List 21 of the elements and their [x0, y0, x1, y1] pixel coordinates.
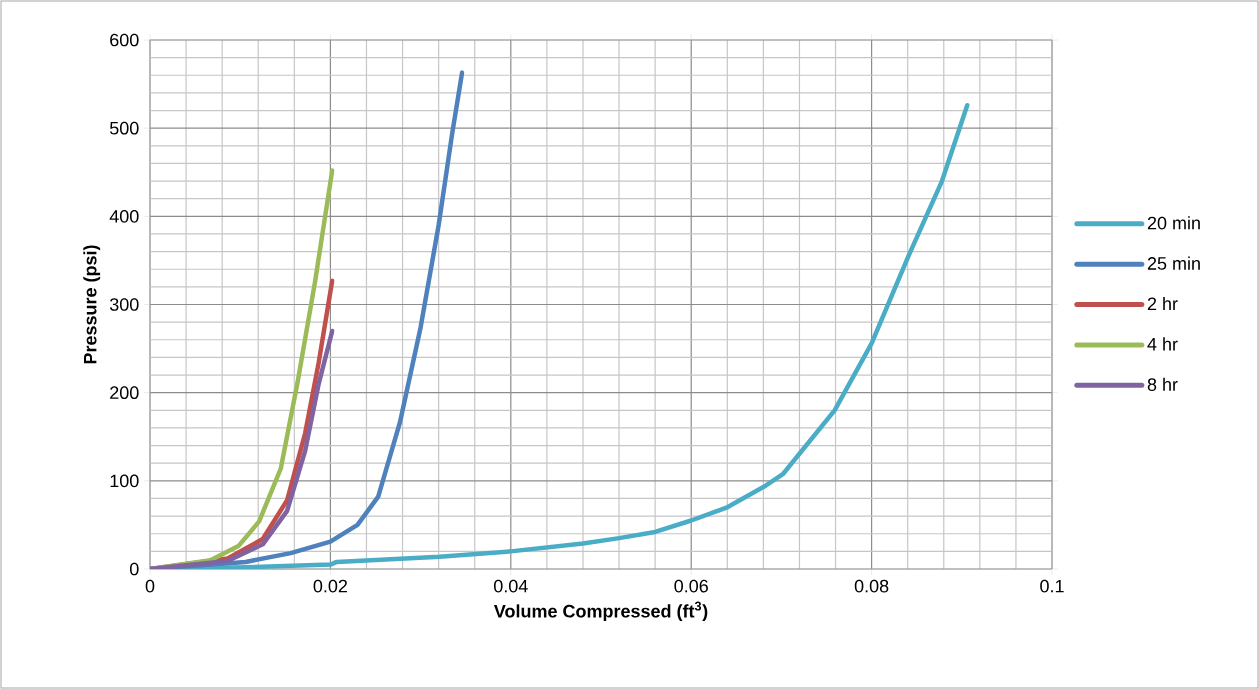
- legend-label: 2 hr: [1147, 296, 1178, 311]
- y-tick-label: 200: [110, 386, 139, 400]
- x-axis-title: Volume Compressed (ft$^{3}$): [493, 601, 708, 622]
- x-tick-label: 0.1: [1040, 579, 1064, 593]
- y-tick-label: 600: [110, 33, 139, 47]
- y-tick-label: 400: [109, 209, 139, 223]
- y-tick-label: 0: [129, 562, 139, 576]
- y-tick-label: 300: [109, 298, 139, 311]
- x-tick-label: 0.02: [313, 579, 348, 593]
- x-tick-label: 0: [145, 579, 155, 593]
- x-tick-label: 0.08: [854, 579, 889, 593]
- y-tick-label: 500: [109, 121, 139, 135]
- legend-label: 4 hr: [1147, 337, 1178, 351]
- legend-label: 20 min: [1147, 216, 1200, 230]
- line-series: [150, 328, 335, 569]
- x-tick-label: 0.06: [674, 579, 708, 593]
- legend-label: 8 hr: [1147, 377, 1178, 391]
- legend-label: 25 min: [1147, 256, 1200, 270]
- x-tick-label: 0.04: [494, 579, 528, 593]
- y-tick-label: 100: [110, 474, 139, 488]
- y-axis-title: Pressure (psi): [83, 245, 101, 364]
